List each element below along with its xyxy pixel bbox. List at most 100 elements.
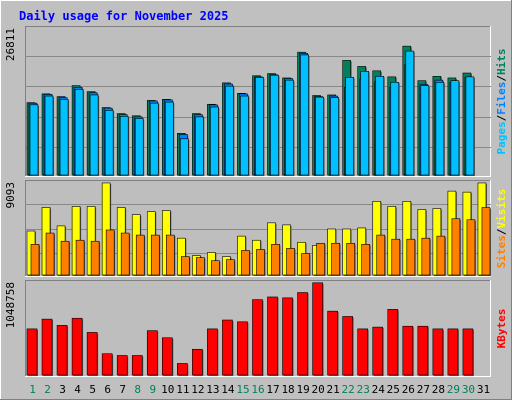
- day-label: 18: [281, 383, 294, 396]
- pages-bar: [44, 95, 54, 176]
- pages-bar: [240, 95, 249, 176]
- legend-text: Pages/Files/Hits: [495, 49, 508, 155]
- day-label: 5: [89, 383, 96, 396]
- kbytes-bar: [26, 328, 38, 376]
- kbytes-bar: [432, 328, 444, 376]
- pages-bar: [330, 97, 339, 176]
- sites-bar: [120, 232, 130, 276]
- pages-bar: [134, 118, 144, 176]
- sites-bar: [301, 253, 310, 276]
- pages-bar: [375, 76, 385, 176]
- sites-bar: [406, 238, 416, 276]
- sites-bar: [45, 232, 55, 276]
- kbytes-bar: [252, 299, 263, 376]
- kbytes-bar: [342, 316, 353, 376]
- hits-files-pages-legend: Pages/Files/Hits: [495, 49, 508, 155]
- visits-sites-legend: Sites/Visits: [495, 189, 508, 269]
- legend-separator: /: [495, 114, 508, 121]
- pages-bar: [390, 82, 400, 176]
- kbytes-bar: [41, 318, 53, 376]
- kbytes-legend: KBytes: [495, 309, 508, 349]
- legend-separator: /: [495, 228, 508, 235]
- day-label: 24: [372, 383, 386, 396]
- pages-bar: [360, 71, 370, 176]
- sites-bar: [451, 218, 461, 276]
- sites-bar: [256, 249, 265, 276]
- pages-bar: [149, 102, 159, 176]
- pages-bar: [59, 99, 69, 176]
- sites-bar: [376, 234, 386, 276]
- kbytes-bar: [327, 310, 338, 376]
- day-label: 29: [447, 383, 460, 396]
- day-label: 27: [417, 383, 430, 396]
- legend-hits: Hits: [495, 49, 508, 76]
- kbytes-bar: [417, 325, 429, 376]
- sites-bar: [150, 234, 160, 276]
- day-label: 8: [134, 383, 141, 396]
- kbytes-bar: [56, 325, 68, 376]
- sites-bar: [211, 260, 220, 276]
- kbytes-bar: [372, 326, 384, 376]
- day-label: 30: [462, 383, 475, 396]
- sites-bar: [75, 239, 85, 276]
- sites-bar: [181, 256, 190, 276]
- kbytes-bar: [116, 355, 128, 376]
- day-label: 12: [191, 383, 204, 396]
- pages-bar: [300, 54, 309, 176]
- legend-files: Files: [495, 82, 508, 115]
- day-label: 17: [266, 383, 279, 396]
- sites-bar: [361, 244, 371, 276]
- day-label: 7: [119, 383, 126, 396]
- pages-bar: [104, 110, 114, 176]
- pages-bar: [345, 77, 354, 176]
- kbytes-bar: [237, 321, 248, 376]
- kbytes-bar: [131, 355, 143, 376]
- sites-bar: [421, 237, 431, 276]
- pages-bar: [119, 116, 129, 176]
- legend-separator: /: [495, 75, 508, 82]
- sites-bar: [226, 259, 235, 276]
- pages-bar: [450, 80, 460, 176]
- kbytes-bar: [222, 319, 233, 376]
- pages-bar: [420, 85, 430, 176]
- legend-kbytes: KBytes: [495, 309, 508, 349]
- sites-bar: [90, 240, 100, 276]
- pages-bar: [285, 79, 294, 176]
- pages-bar: [195, 116, 204, 176]
- kbytes-bar: [282, 297, 293, 376]
- pages-bar: [255, 77, 264, 176]
- legend-sites: Sites: [495, 235, 508, 268]
- pages-bar: [89, 94, 99, 176]
- pages-bar: [225, 85, 234, 176]
- kbytes-bar: [462, 328, 474, 376]
- day-label: 14: [221, 383, 235, 396]
- day-label: 25: [387, 383, 400, 396]
- sites-bar: [165, 234, 175, 276]
- sites-bar: [391, 238, 401, 276]
- day-label: 28: [432, 383, 445, 396]
- kbytes-bar: [297, 292, 308, 376]
- y-max-label: 26811: [4, 28, 17, 61]
- kbytes-bar: [71, 317, 83, 376]
- sites-bar: [241, 250, 250, 276]
- day-label: 31: [477, 383, 490, 396]
- sites-bar: [331, 242, 340, 276]
- pages-bar: [465, 76, 475, 176]
- day-label: 22: [342, 383, 355, 396]
- sites-bar: [271, 244, 280, 276]
- day-label: 2: [44, 383, 51, 396]
- day-axis-labels: 1 2 3 4 5 6 7 8 9 10 11 12 13 14 15 16 17 18 19 20 21 22 23 24 2…: [29, 383, 490, 396]
- day-label: 3: [59, 383, 66, 396]
- day-label: 9: [149, 383, 156, 396]
- kbytes-bar: [86, 332, 98, 376]
- y-max-label: 1048758: [4, 282, 17, 328]
- day-label: 6: [104, 383, 111, 396]
- kbytes-panel: 1048758: [4, 280, 491, 377]
- sites-bar: [60, 240, 70, 276]
- pages-bar: [315, 96, 324, 176]
- pages-bar: [74, 89, 84, 176]
- day-label: 11: [176, 383, 189, 396]
- kbytes-bar: [177, 363, 188, 376]
- kbytes-bar: [312, 282, 323, 376]
